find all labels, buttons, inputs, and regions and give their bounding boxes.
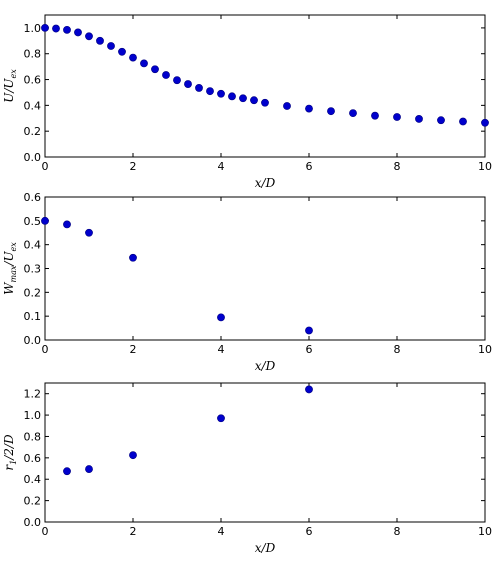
data-point <box>305 104 313 113</box>
x-tick-label: 8 <box>394 525 401 538</box>
plot-wmax-decay: 0 2 4 6 8 10 0.0 0.1 0.2 0.3 0.4 0.5 0.6 x/D Wmax/Uex <box>2 191 492 373</box>
data-point <box>459 117 467 126</box>
data-point <box>371 111 379 120</box>
x-tick-label: 6 <box>306 525 313 538</box>
y-tick-label: 0.4 <box>24 473 42 486</box>
y-tick-label: 0.0 <box>24 151 42 164</box>
data-point <box>217 313 225 322</box>
data-point <box>41 216 49 225</box>
y-tick-label: 0.0 <box>24 516 42 529</box>
x-tick-label: 4 <box>218 160 225 173</box>
x-tick-label: 4 <box>218 343 225 356</box>
data-point <box>184 80 192 88</box>
data-point <box>129 253 137 262</box>
data-point <box>239 94 247 103</box>
x-tick-label: 6 <box>306 160 313 173</box>
x-tick-label: 10 <box>478 343 492 356</box>
data-point <box>118 47 126 56</box>
axes-frame <box>44 382 486 523</box>
plot-velocity-decay: 0 2 4 6 8 10 0.0 0.2 0.4 0.6 0.8 1.0 x/D U/Uex <box>2 14 492 190</box>
data-point <box>85 465 93 473</box>
y-tick-label: 1.0 <box>24 409 42 422</box>
axes-frame <box>44 14 486 158</box>
x-axis-label: x/D <box>255 359 276 373</box>
data-point <box>63 467 71 476</box>
y-tick-label: 0.6 <box>24 452 42 465</box>
y-axis-label: r1/2/D <box>2 434 18 471</box>
x-tick-label: 2 <box>130 160 137 173</box>
data-point <box>195 84 203 92</box>
data-point <box>283 102 291 110</box>
y-tick-label: 0.2 <box>24 125 42 138</box>
data-point <box>85 228 93 237</box>
x-tick-label: 2 <box>130 343 137 356</box>
data-point <box>173 76 181 85</box>
x-tick-label: 10 <box>478 160 492 173</box>
y-tick-label: 1.0 <box>24 22 42 35</box>
data-point <box>96 36 104 45</box>
axes-frame <box>44 196 486 341</box>
data-point <box>228 92 236 101</box>
x-tick-label: 0 <box>42 160 49 173</box>
y-tick-label: 0.4 <box>24 239 42 252</box>
y-tick-label: 0.8 <box>24 48 42 61</box>
data-point <box>129 451 137 460</box>
y-tick-label: 0.6 <box>24 191 42 204</box>
data-point <box>74 28 82 37</box>
data-point <box>305 385 313 394</box>
x-tick-label: 8 <box>394 343 401 356</box>
x-tick-label: 0 <box>42 525 49 538</box>
data-point <box>162 71 170 79</box>
plot-half-radius: 0 2 4 6 8 10 0.0 0.2 0.4 0.6 0.8 1.0 1.2 x/D r1/2/D <box>2 382 492 555</box>
data-point <box>261 98 269 107</box>
data-point <box>107 42 115 50</box>
data-point <box>305 326 313 335</box>
data-point <box>393 113 401 121</box>
data-point <box>415 115 423 123</box>
data-point <box>140 59 148 68</box>
y-axis-label: Wmax/Uex <box>2 242 18 295</box>
data-point <box>206 87 214 96</box>
data-point <box>63 220 71 229</box>
data-point <box>63 25 71 34</box>
y-tick-label: 1.2 <box>24 388 42 401</box>
data-point <box>327 107 335 116</box>
y-tick-label: 0.3 <box>24 263 42 276</box>
y-tick-label: 0.2 <box>24 495 42 508</box>
y-tick-label: 0.8 <box>24 430 42 443</box>
data-point <box>217 89 225 98</box>
x-axis-label: x/D <box>255 541 276 555</box>
data-point <box>151 65 159 74</box>
data-point <box>481 118 489 127</box>
x-tick-label: 2 <box>130 525 137 538</box>
data-point <box>217 414 225 423</box>
x-tick-label: 6 <box>306 343 313 356</box>
data-point <box>85 32 93 41</box>
data-point <box>129 53 137 62</box>
data-point <box>41 24 49 32</box>
y-tick-label: 0.0 <box>24 334 42 347</box>
y-tick-label: 0.5 <box>24 215 42 228</box>
y-tick-label: 0.1 <box>24 310 42 323</box>
x-tick-label: 8 <box>394 160 401 173</box>
data-point <box>437 116 445 125</box>
y-axis-label: U/Uex <box>2 69 18 103</box>
data-point <box>250 96 258 105</box>
x-tick-label: 0 <box>42 343 49 356</box>
y-tick-label: 0.2 <box>24 286 42 299</box>
y-tick-label: 0.6 <box>24 74 42 87</box>
data-point <box>52 24 60 33</box>
x-tick-label: 10 <box>478 525 492 538</box>
x-tick-label: 4 <box>218 525 225 538</box>
data-point <box>349 109 357 118</box>
x-axis-label: x/D <box>255 176 276 190</box>
y-tick-label: 0.4 <box>24 99 42 112</box>
